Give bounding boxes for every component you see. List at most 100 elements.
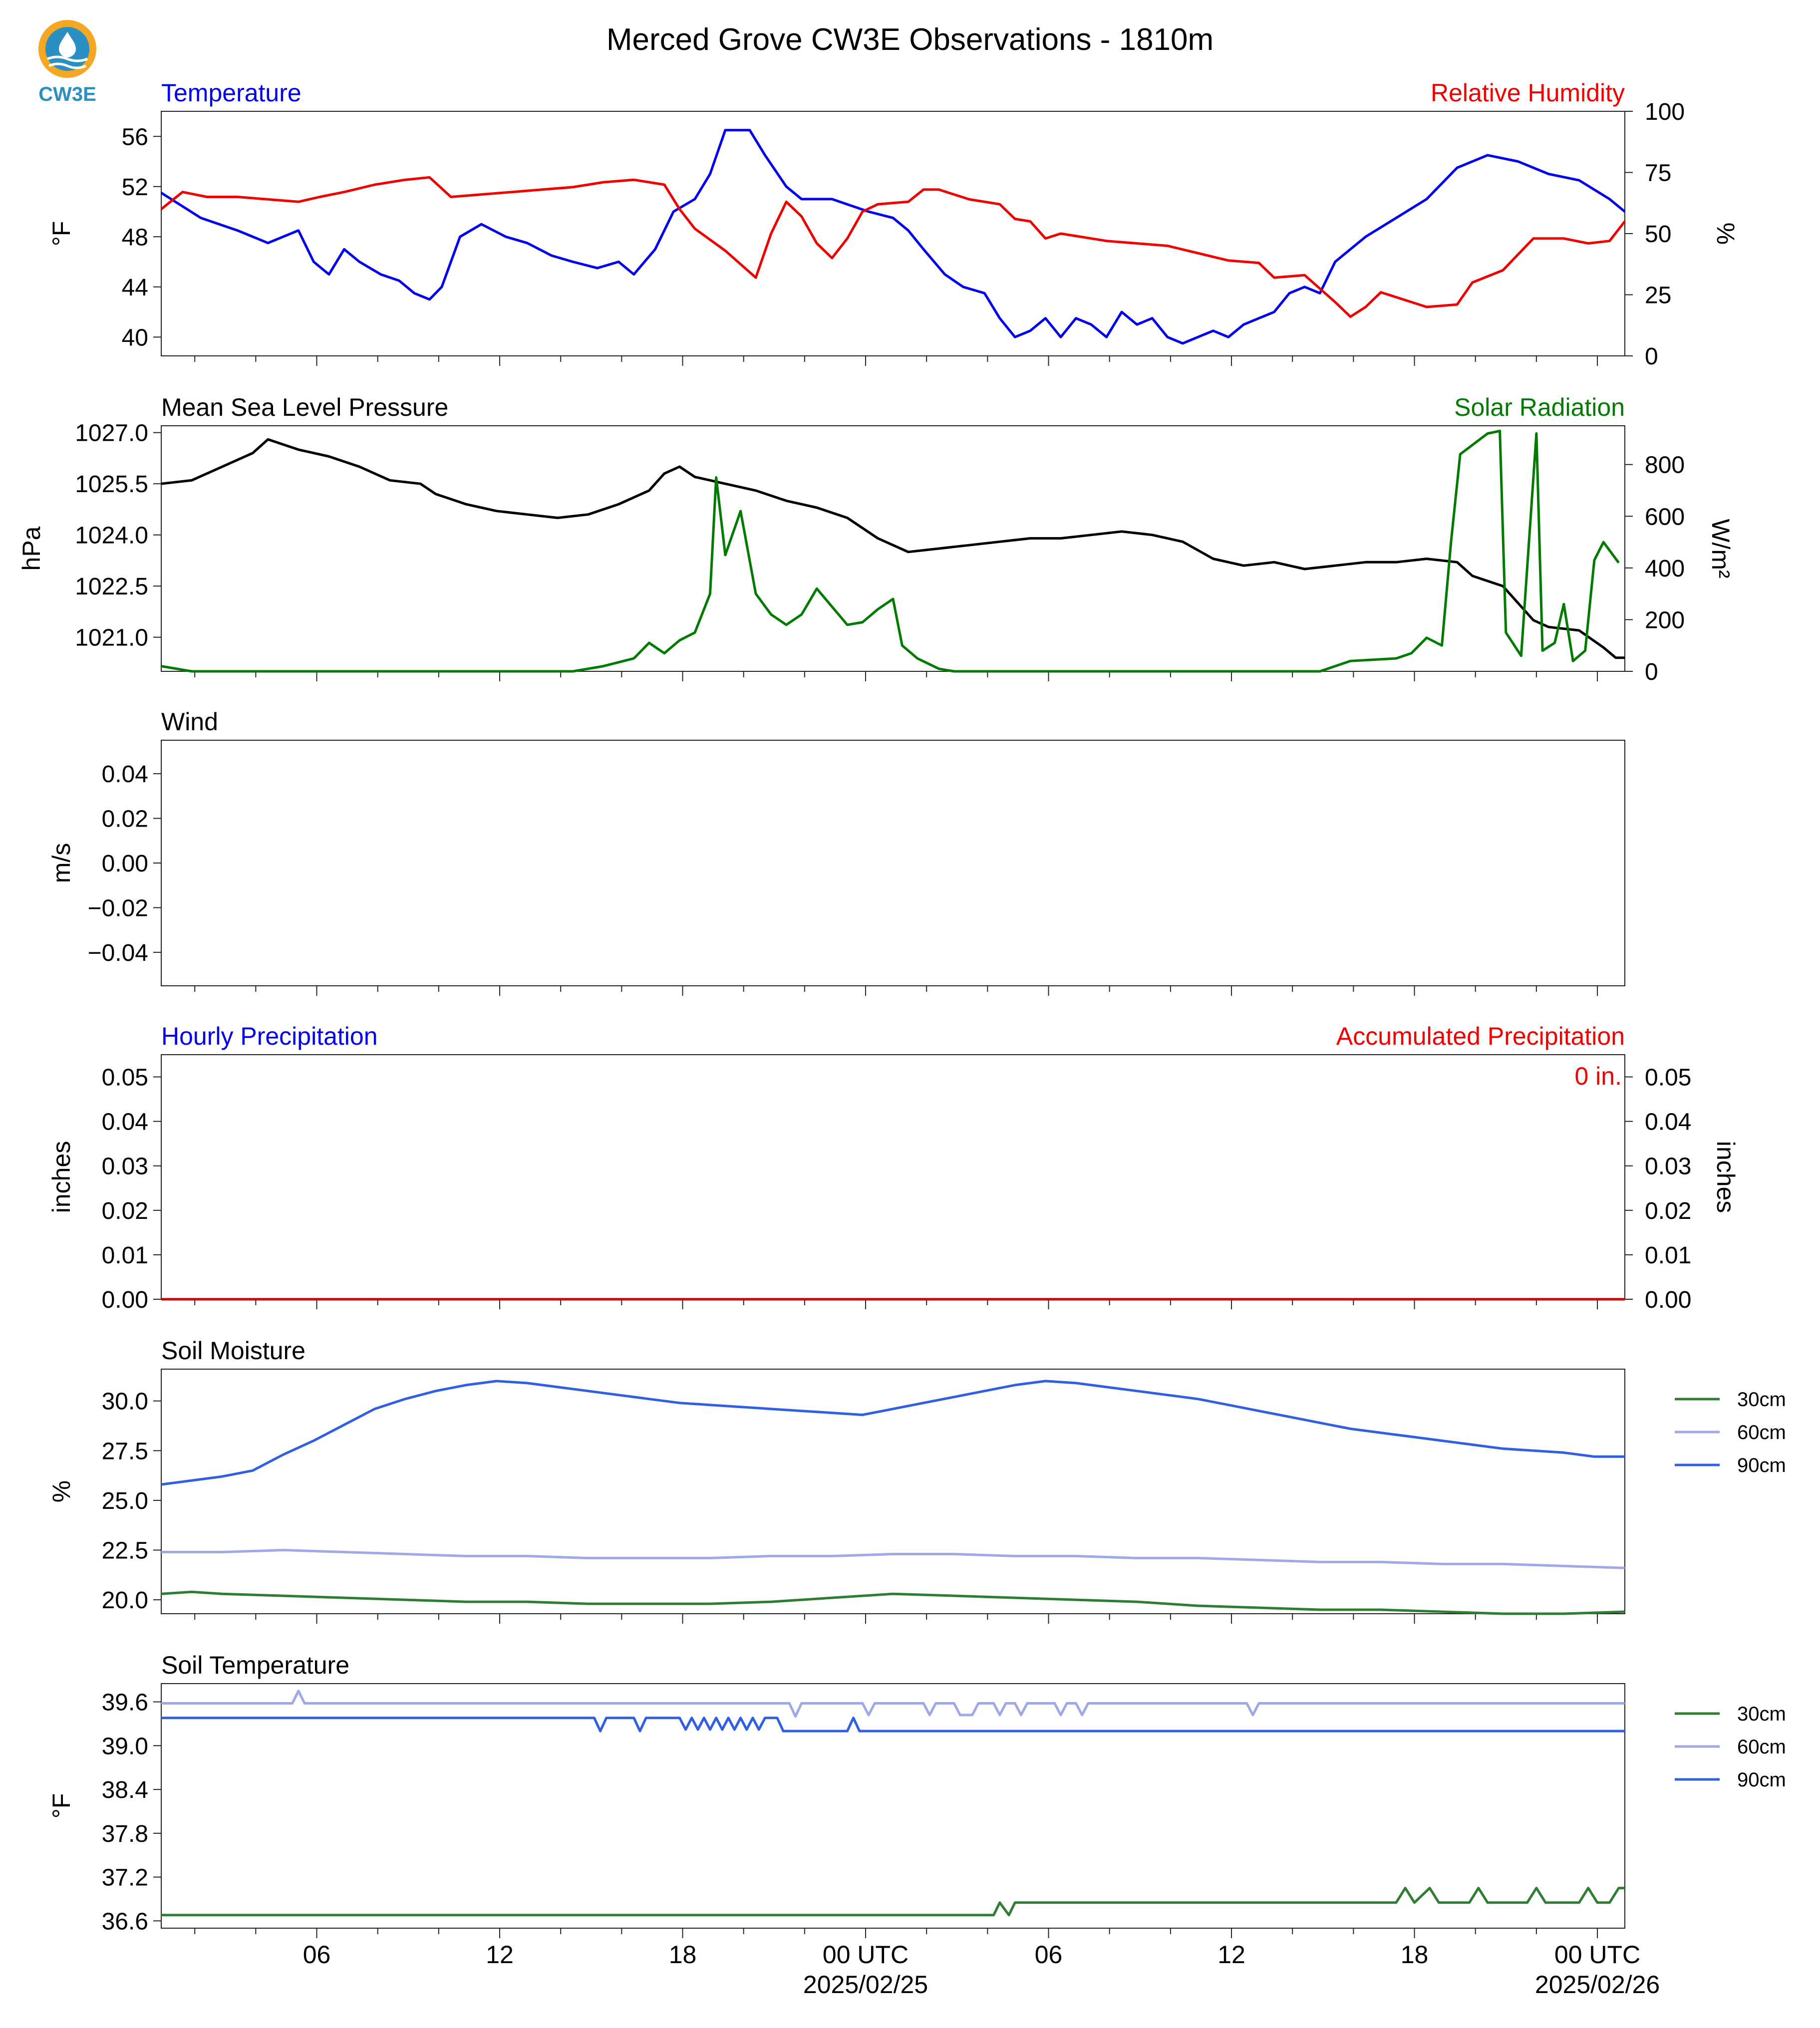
legend-label: 90cm [1737,1769,1786,1791]
y-axis-label-right: % [1712,223,1740,245]
panel-precip: Hourly Precipitation Accumulated Precipit… [47,1022,1740,1313]
y-axis-label: °F [47,1793,75,1819]
panels: Temperature Relative Humidity 56 52 48 44 40 °F… [17,79,1786,1938]
y-tick-label: −0.02 [88,895,148,921]
y-tick-label: 1027.0 [75,420,148,447]
y-tick-label: 25.0 [102,1488,148,1514]
x-tick-label: 18 [669,1941,697,1969]
panel-title-left: Temperature [161,79,302,107]
y-tick-label: 0.01 [102,1242,148,1269]
y-tick-label: 0.02 [102,806,148,833]
x-tick-label: 06 [303,1941,331,1969]
panel-mslp-solar: Mean Sea Level Pressure Solar Radiation 10… [17,393,1735,685]
x-tick-label: 06 [1035,1941,1063,1969]
series-line-solar-radiation [161,429,1620,673]
figure-title: Merced Grove CW3E Observations - 1810m [607,22,1213,57]
y-axis-label-right: W/m² [1707,519,1735,578]
y-tick-label: 56 [122,124,148,150]
y-tick-label: 36.6 [102,1908,148,1935]
y-tick-label: 38.4 [102,1777,148,1803]
y-tick-label: 37.8 [102,1821,148,1847]
panel-wind: Wind 0.04 0.02 0.00 −0.02 −0.04 m/s [47,708,1625,996]
logo-text: CW3E [38,83,96,105]
series-line-temperature [160,129,1626,345]
series-line-30cm [161,1590,1625,1615]
y-tick-label: 37.2 [102,1865,148,1891]
panel-title-left: Soil Moisture [161,1337,305,1365]
y-tick-label: 52 [122,174,148,201]
plot-frame [161,425,1625,672]
y-tick-label: 1021.0 [75,625,148,651]
y-tick-label-right: 800 [1645,452,1685,479]
y-tick-label: 1025.5 [75,471,148,498]
series-line-mean-sea-level-pressure [161,438,1625,659]
series-line-30cm [161,1887,1625,1917]
y-axis-label-right: inches [1712,1141,1740,1213]
y-tick-label: 0.05 [102,1065,148,1091]
x-date-label: 2025/02/26 [1535,1971,1660,1999]
y-tick-label: 0.00 [102,1287,148,1313]
y-tick-label-right: 0.05 [1645,1065,1691,1091]
x-tick-label: 00 UTC [823,1941,909,1969]
y-tick-label-right: 0.03 [1645,1154,1691,1180]
panel-title-left: Wind [161,708,218,736]
y-tick-label-right: 0 [1645,343,1658,370]
legend: 30cm 60cm 90cm [1675,1703,1786,1791]
series-line-90cm [161,1380,1625,1486]
y-tick-label: 22.5 [102,1538,148,1564]
y-axis-label: inches [47,1141,75,1213]
x-tick-label: 12 [486,1941,514,1969]
y-tick-label-right: 50 [1645,221,1671,248]
y-tick-label: 20.0 [102,1587,148,1614]
legend-label: 30cm [1737,1703,1786,1725]
series-line-90cm [161,1717,1625,1733]
y-tick-label: 1024.0 [75,523,148,549]
x-date-label: 2025/02/25 [803,1971,928,1999]
y-tick-label: 30.0 [102,1389,148,1415]
y-tick-label-right: 100 [1645,99,1685,125]
y-axis-label: hPa [17,526,45,571]
y-tick-label: 44 [122,275,148,301]
y-tick-label: 0.02 [102,1198,148,1224]
legend-label: 60cm [1737,1736,1786,1758]
y-axis-label: % [47,1480,75,1502]
series-line-60cm [161,1690,1625,1718]
plot-frame [161,1369,1625,1614]
y-tick-label: 39.6 [102,1690,148,1716]
y-tick-label-right: 0.00 [1645,1287,1691,1313]
legend-label: 90cm [1737,1454,1786,1476]
panel-soil-temp: Soil Temperature 39.6 39.0 38.4 37.8 37.2 36.6… [47,1651,1786,1938]
plot-frame [161,740,1625,986]
y-tick-label: 40 [122,324,148,351]
series-line-relative-humidity [160,176,1626,318]
y-tick-label-right: 25 [1645,283,1671,309]
plot-frame [161,111,1625,356]
panel-title-right: Accumulated Precipitation [1336,1022,1625,1050]
y-axis-label: °F [47,221,75,247]
y-tick-label-right: 0.04 [1645,1109,1691,1136]
y-tick-label: 1022.5 [75,574,148,600]
plot-frame [161,1683,1625,1929]
cw3e-logo: CW3E [38,20,96,105]
logo-drop-icon [59,32,76,57]
y-tick-label-right: 600 [1645,504,1685,530]
series-line-60cm [161,1549,1625,1569]
accumulated-total-label: 0 in. [1574,1062,1622,1090]
panel-temp-rh: Temperature Relative Humidity 56 52 48 44 40 °F… [47,79,1740,370]
y-tick-label-right: 400 [1645,556,1685,582]
y-tick-label: 0.00 [102,851,148,877]
legend-label: 30cm [1737,1389,1786,1411]
x-tick-label: 18 [1401,1941,1429,1969]
x-tick-label: 00 UTC [1554,1941,1640,1969]
panel-title-right: Relative Humidity [1431,79,1625,107]
legend-label: 60cm [1737,1422,1786,1444]
y-axis-label: m/s [47,843,75,883]
y-tick-label: 48 [122,224,148,251]
panel-title-left: Hourly Precipitation [161,1022,378,1050]
y-tick-label: 0.03 [102,1154,148,1180]
y-tick-label: −0.04 [88,940,148,966]
panel-soil-moisture: Soil Moisture 30.0 27.5 25.0 22.5 20.0% 30cm 60… [47,1337,1786,1624]
y-tick-label-right: 0.01 [1645,1242,1691,1269]
